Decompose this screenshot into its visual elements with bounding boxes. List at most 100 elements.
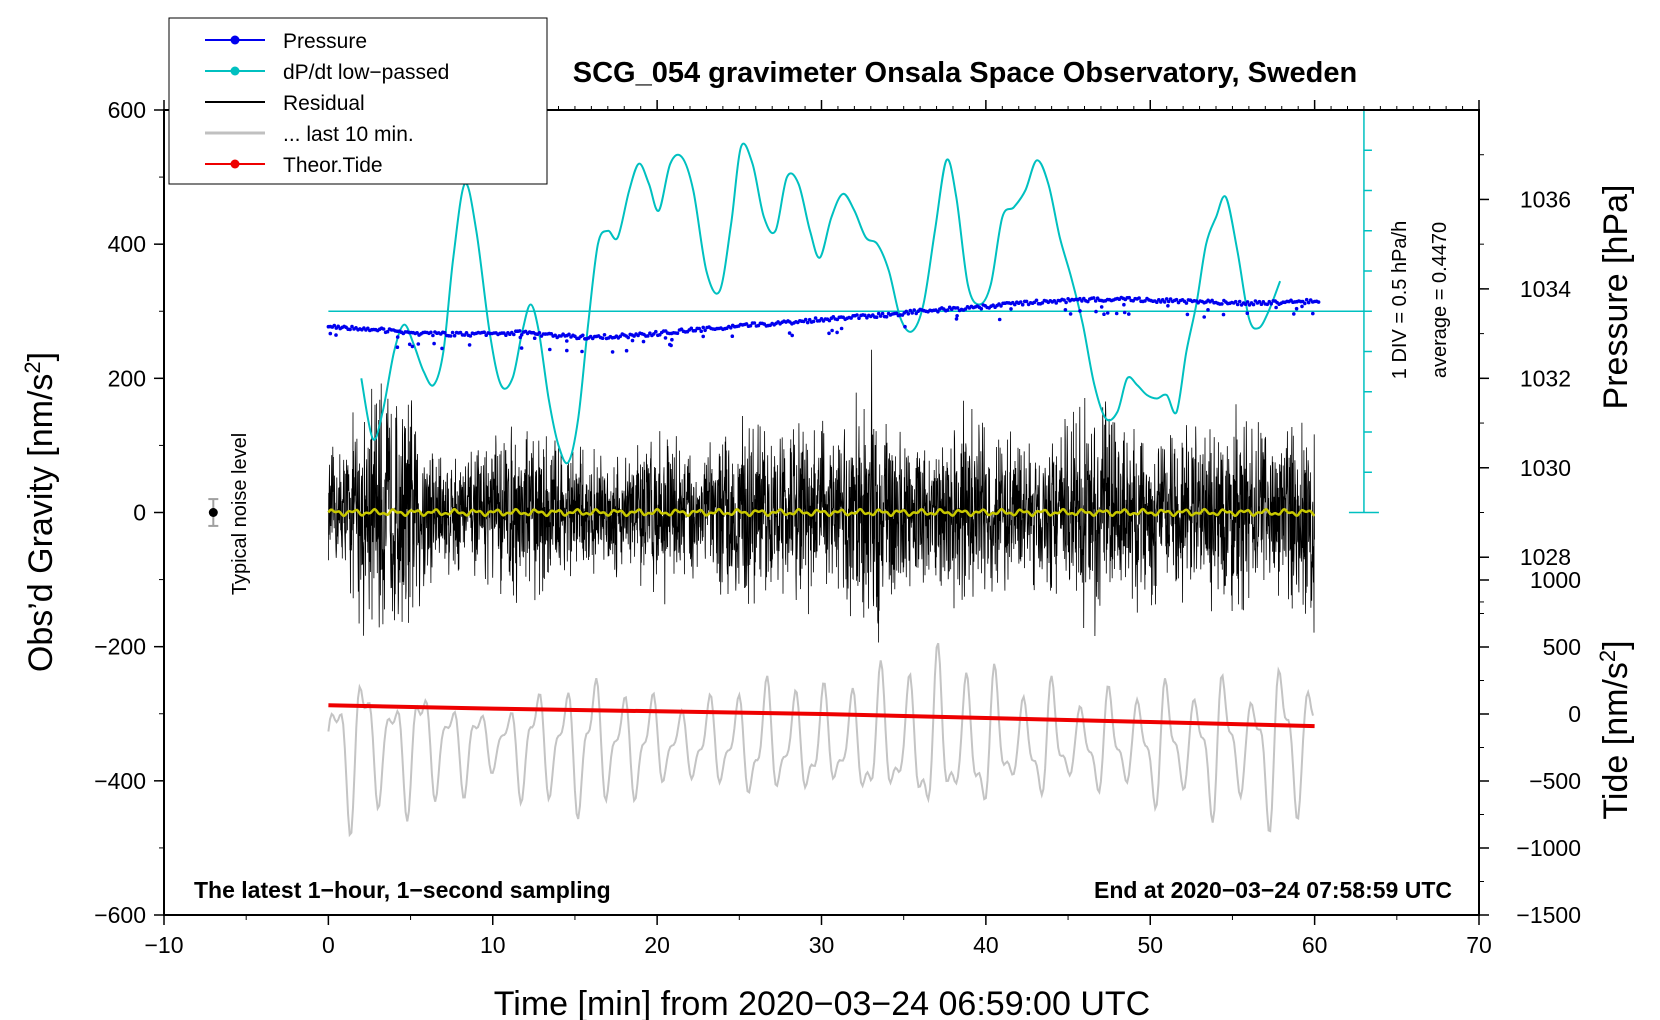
pressure-point	[908, 308, 913, 313]
pressure-point	[1235, 302, 1240, 307]
pressure-point	[1174, 297, 1179, 302]
dpdt-div-label: 1 DIV = 0.5 hPa/h	[1389, 221, 1411, 379]
y-tick-label: 400	[108, 231, 146, 257]
tide-tick-label: 500	[1543, 634, 1581, 660]
pressure-point	[1206, 308, 1210, 312]
pressure-point	[381, 327, 386, 331]
pressure-point	[945, 308, 950, 312]
pressure-point	[811, 319, 816, 324]
tide-tick-label: 1000	[1530, 567, 1581, 593]
pressure-point	[512, 332, 516, 337]
pressure-point	[790, 333, 794, 338]
tide-axis-title-sup: 2	[1595, 650, 1620, 662]
pressure-point	[448, 334, 453, 338]
pressure-point	[663, 336, 668, 340]
pressure-point	[1259, 302, 1264, 307]
pressure-point	[1221, 312, 1226, 317]
pressure-point	[630, 338, 635, 343]
pressure-point	[912, 308, 916, 312]
pressure-point	[646, 334, 650, 338]
pressure-point	[827, 331, 831, 336]
pressure-point	[1269, 302, 1273, 306]
pressure-point	[878, 314, 883, 318]
pressure-point	[1127, 295, 1131, 300]
pressure-point	[1034, 298, 1039, 303]
sampling-note: The latest 1−hour, 1−second sampling	[194, 877, 611, 903]
pressure-point	[906, 312, 911, 316]
pressure-point	[697, 326, 701, 331]
pressure-point	[884, 315, 889, 319]
pressure-point	[874, 315, 879, 320]
pressure-point	[699, 329, 703, 334]
pressure-axis-title: Pressure [hPa]	[1597, 185, 1635, 410]
pressure-point	[1068, 312, 1073, 316]
pressure-point	[1155, 300, 1159, 305]
y-axis-title-left-main: Obs’d Gravity [nm/s	[22, 374, 60, 673]
pressure-point	[1078, 309, 1082, 313]
y-axis-title-left-sup: 2	[20, 361, 45, 373]
x-tick-label: 20	[644, 932, 670, 958]
series-residual-lowpass	[327, 507, 1316, 518]
pressure-point	[1166, 299, 1171, 304]
y-axis-title-left: Obs’d Gravity [nm/s2]	[20, 352, 60, 672]
x-tick-label: 10	[480, 932, 506, 958]
noise-marker	[208, 508, 218, 517]
pressure-point	[1054, 301, 1058, 305]
pressure-point	[689, 326, 694, 331]
tide-tick-label: −1000	[1516, 835, 1581, 861]
pressure-point	[395, 345, 400, 350]
legend-marker	[230, 159, 240, 169]
pressure-point	[1013, 302, 1017, 307]
legend-label: dP/dt low−passed	[283, 61, 449, 84]
pressure-point	[600, 336, 605, 341]
y-tick-label: −600	[94, 902, 146, 928]
x-tick-label: 70	[1466, 932, 1492, 958]
pressure-point	[1102, 312, 1106, 317]
series-residual	[328, 349, 1315, 643]
tide-tick-label: −500	[1529, 768, 1581, 794]
pressure-point	[567, 332, 571, 337]
pressure-point	[1137, 296, 1141, 300]
pressure-point	[1257, 299, 1262, 304]
pressure-point	[407, 342, 412, 347]
x-tick-label: 60	[1302, 932, 1328, 958]
pressure-point	[1020, 302, 1025, 307]
pressure-point	[518, 335, 523, 340]
pressure-point	[1063, 308, 1068, 312]
pressure-point	[1292, 312, 1296, 316]
tide-tick-label: −1500	[1516, 902, 1581, 928]
pressure-point	[1093, 299, 1098, 303]
pressure-point	[432, 341, 436, 346]
pressure-point	[1062, 298, 1066, 302]
tide-tick-label: 0	[1568, 701, 1581, 727]
pressure-point	[1086, 299, 1090, 304]
pressure-point	[730, 334, 735, 339]
pressure-point	[1220, 302, 1224, 306]
pressure-point	[1162, 300, 1167, 304]
axes-layer: −10 0 10 20 30 40 50 60 70 −600 −400 −200 0 200 400 600…	[94, 97, 1581, 958]
pressure-tick-label: 1028	[1520, 544, 1571, 570]
pressure-point	[936, 309, 940, 314]
series-last-10-min	[327, 642, 1314, 838]
pressure-point	[517, 329, 522, 333]
pressure-point	[1122, 302, 1126, 307]
pressure-point	[464, 331, 469, 335]
pressure-point	[332, 323, 337, 328]
plot-layers	[208, 109, 1379, 838]
pressure-point	[1304, 297, 1309, 302]
pressure-point	[1166, 304, 1170, 308]
legend: Pressure dP/dt low−passed Residual ... last…	[168, 17, 548, 185]
pressure-point	[624, 348, 629, 353]
y-axis-title-left-end: ]	[22, 352, 60, 361]
pressure-point	[532, 336, 537, 341]
x-tick-label: 40	[973, 932, 999, 958]
pressure-point	[410, 344, 415, 349]
tide-axis-title: Tide [nm/s2]	[1595, 640, 1635, 819]
legend-label: ... last 10 min.	[283, 123, 414, 146]
pressure-point	[1164, 297, 1169, 301]
pressure-point	[999, 304, 1003, 308]
pressure-point	[1122, 310, 1127, 315]
legend-label: Theor.Tide	[283, 154, 383, 177]
pressure-point	[1094, 309, 1098, 314]
